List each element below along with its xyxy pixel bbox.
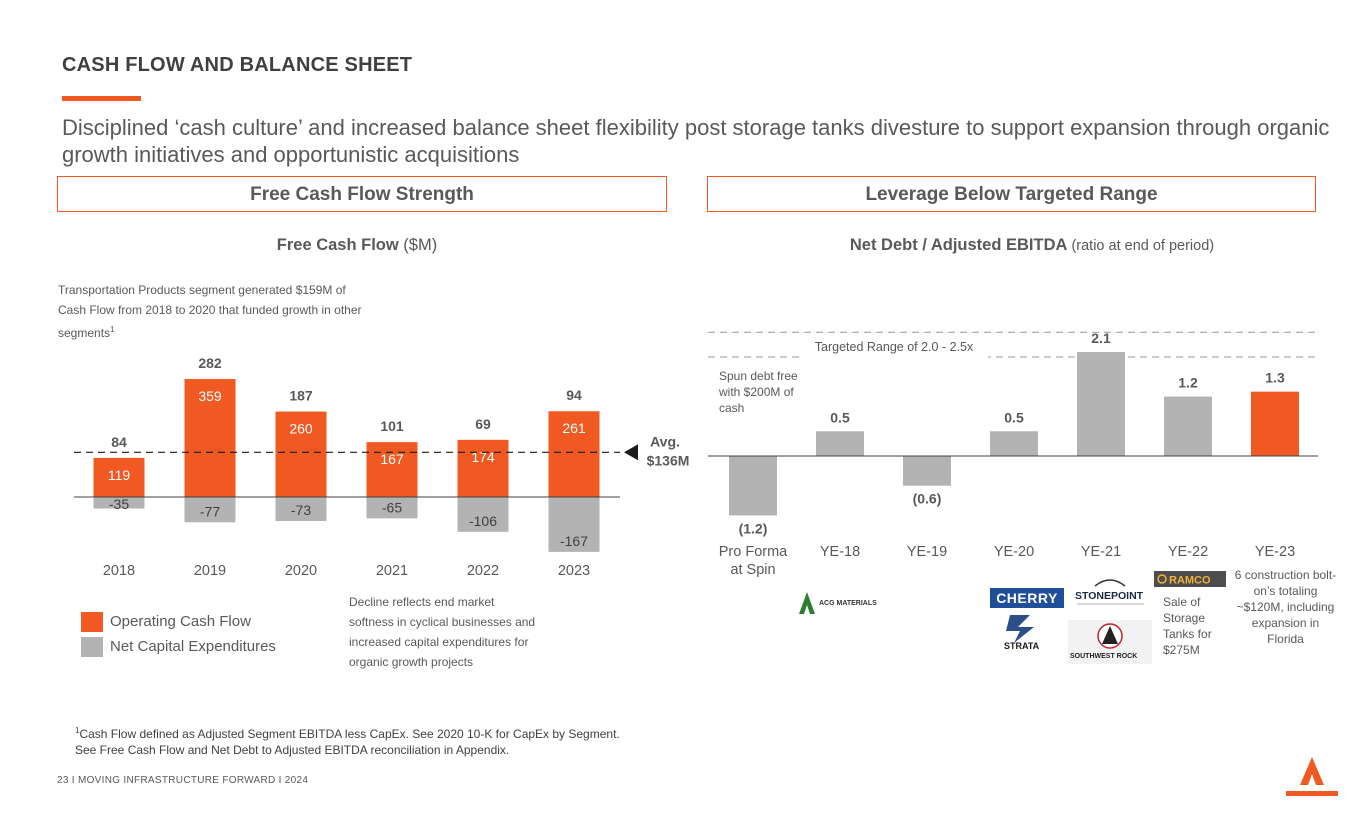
fcf-ocf-bar-2021 (366, 442, 418, 497)
fcf-total-label-2023: 94 (566, 387, 582, 403)
legend-label-ncx: Net Capital Expenditures (110, 638, 276, 655)
fcf-capex-bar-2019 (184, 497, 236, 523)
fcf-capex-label-2020: -73 (291, 502, 311, 518)
fcf-average-label-2: $136M (647, 452, 690, 468)
fcf-total-label-2018: 84 (111, 434, 127, 450)
fcf-capex-bar-2023 (548, 497, 600, 552)
fcf-capex-label-2021: -65 (382, 499, 402, 515)
fcf-ocf-label-2021: 167 (380, 451, 404, 467)
acg-logo-text: ACG MATERIALS (819, 600, 877, 607)
cherry-logo: CHERRY (990, 588, 1064, 608)
leverage-chart-title-unit: (ratio at end of period) (1067, 238, 1215, 254)
leverage-chart-title: Net Debt / Adjusted EBITDA (ratio at end… (707, 236, 1357, 255)
ramco-logo-text: RAMCO (1169, 575, 1211, 587)
fcf-capex-bar-2018 (93, 497, 145, 509)
free-cash-flow-header: Free Cash Flow Strength (57, 176, 667, 212)
fcf-ocf-bar-2018 (93, 457, 145, 497)
fcf-total-label-2019: 282 (198, 355, 222, 371)
fcf-labels: 119 -35 84 2018 359 -77 282 2019 260 -73 187 2020 16… (103, 355, 590, 579)
fcf-ocf-label-2019: 359 (198, 388, 222, 404)
footnote-line1: Cash Flow defined as Adjusted Segment EB… (79, 727, 620, 741)
fcf-capex-label-2018: -35 (109, 496, 129, 512)
fcf-ocf-bar-2022 (457, 439, 509, 497)
fcf-ocf-label-2020: 260 (289, 421, 313, 437)
fcf-capex-bar-2022 (457, 497, 509, 532)
fcf-x-label-2023: 2023 (558, 563, 590, 579)
title-accent-rule (62, 96, 141, 101)
fcf-x-label-2022: 2022 (467, 563, 499, 579)
fcf-capex-bar-2020 (275, 497, 327, 521)
fcf-ocf-bar-2023 (548, 411, 600, 497)
acg-materials-logo: ACG MATERIALS (799, 592, 877, 614)
fcf-total-label-2021: 101 (380, 418, 404, 434)
legend-swatch-ocf (81, 612, 103, 632)
fcf-total-label-2020: 187 (289, 388, 313, 404)
footnote-line2: See Free Cash Flow and Net Debt to Adjus… (75, 743, 510, 757)
fcf-x-label-2019: 2019 (194, 563, 226, 579)
ramco-logo: RAMCO (1154, 571, 1226, 587)
strata-logo: STRATA (1004, 615, 1040, 651)
footer-text: 23 I MOVING INFRASTRUCTURE FORWARD I 202… (57, 775, 309, 786)
swr-logo-text: SOUTHWEST ROCK (1070, 653, 1137, 660)
footnote-sup: 1 (75, 726, 80, 735)
fcf-chart-title-unit: ($M) (398, 236, 438, 254)
fcf-bars (74, 379, 620, 552)
fcf-ocf-bar-2019 (184, 379, 236, 497)
fcf-average-arrow (624, 444, 638, 461)
fcf-x-label-2021: 2021 (376, 563, 408, 579)
fcf-capex-label-2022: -106 (469, 513, 497, 529)
fcf-average-label-1: Avg. (650, 433, 680, 449)
leverage-header: Leverage Below Targeted Range (707, 176, 1316, 212)
southwest-rock-logo: SOUTHWEST ROCK (1068, 620, 1152, 664)
arcosa-logo (1286, 757, 1338, 796)
stonepoint-logo-text: STONEPOINT (1075, 590, 1144, 602)
construction-note: 6 construction bolt-on’s totaling ~$120M… (1234, 568, 1337, 646)
fcf-capex-bar-2021 (366, 497, 418, 519)
strata-logo-text: STRATA (1004, 641, 1040, 651)
transport-note-text: Transportation Products segment generate… (58, 283, 362, 340)
page-subtitle: Disciplined ‘cash culture’ and increased… (62, 115, 1330, 167)
sale-note: Sale of Storage Tanks for $275M (1163, 595, 1212, 657)
footnote: 1Cash Flow defined as Adjusted Segment E… (75, 723, 775, 758)
fcf-chart-title: Free Cash Flow ($M) (57, 236, 657, 255)
fcf-x-label-2020: 2020 (285, 563, 317, 579)
fcf-ocf-label-2018: 119 (108, 467, 131, 483)
fcf-ocf-label-2022: 174 (471, 449, 495, 465)
legend-label-ocf: Operating Cash Flow (110, 613, 251, 630)
fcf-total-label-2022: 69 (475, 416, 491, 432)
decline-note: Decline reflects end market softness in … (349, 595, 536, 669)
transport-note: Transportation Products segment generate… (58, 280, 368, 343)
spun-note: Spun debt free with $200M of cash (719, 369, 798, 415)
stonepoint-logo: STONEPOINT (1075, 579, 1144, 605)
fcf-x-label-2018: 2018 (103, 563, 135, 579)
fcf-average: Avg. $136M (74, 433, 689, 468)
legend-swatch-ncx (81, 637, 103, 657)
fcf-ocf-bar-2020 (275, 411, 327, 497)
fcf-ocf-label-2023: 261 (562, 420, 586, 436)
transport-note-sup: 1 (110, 325, 115, 334)
page-title: CASH FLOW AND BALANCE SHEET (62, 54, 413, 76)
fcf-chart-title-main: Free Cash Flow (276, 236, 399, 254)
fcf-capex-label-2019: -77 (200, 503, 220, 519)
leverage-chart-title-main: Net Debt / Adjusted EBITDA (849, 236, 1068, 254)
fcf-capex-label-2023: -167 (560, 533, 588, 549)
